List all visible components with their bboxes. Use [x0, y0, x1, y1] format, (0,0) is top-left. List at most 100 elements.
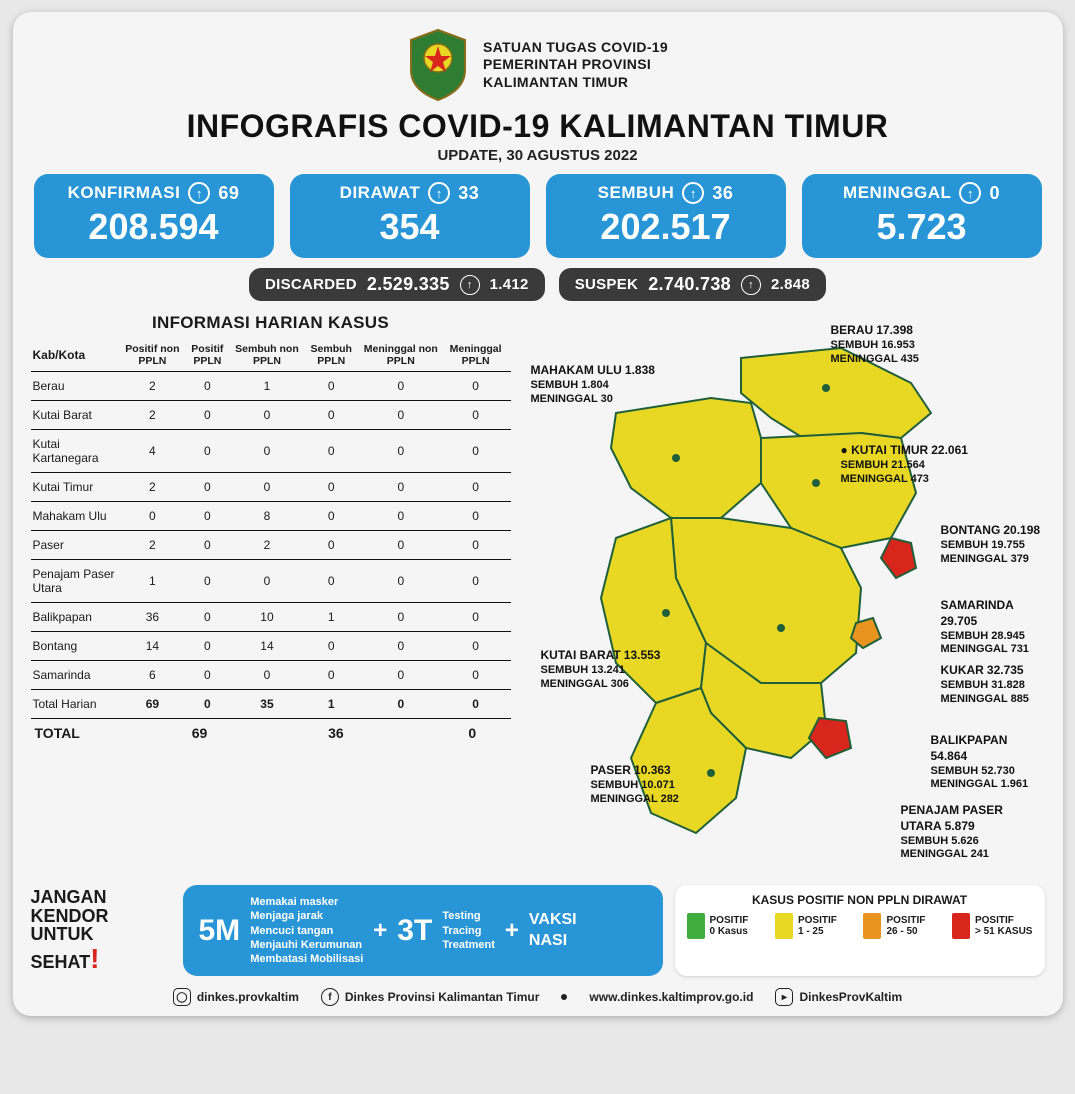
org-text: SATUAN TUGAS COVID-19 PEMERINTAH PROVINS…	[483, 39, 668, 92]
table-cell: Paser	[31, 531, 123, 560]
table-cell: 0	[302, 531, 361, 560]
five-m-list: Memakai maskerMenjaga jarakMencuci tanga…	[250, 895, 363, 966]
substat-delta: 1.412	[490, 276, 529, 293]
substat-card: SUSPEK 2.740.738 ↑ 2.848	[559, 268, 826, 301]
stat-label: MENINGGAL	[843, 183, 951, 203]
table-cell: 2	[232, 531, 301, 560]
table-cell: 0	[441, 603, 511, 632]
province-map: MAHAKAM ULU 1.838 SEMBUH 1.804 MENINGGAL…	[521, 313, 1045, 873]
facebook-icon: f	[321, 988, 339, 1006]
table-cell: Kutai Kartanegara	[31, 430, 123, 473]
instagram-icon: ◯	[173, 988, 191, 1006]
substat-label: DISCARDED	[265, 276, 357, 293]
slogan-line: KENDOR	[31, 907, 171, 926]
org-line: KALIMANTAN TIMUR	[483, 74, 668, 92]
table-cell: 2	[122, 401, 182, 430]
main-title: INFOGRAFIS COVID-19 KALIMANTAN TIMUR	[31, 108, 1045, 145]
substat-value: 2.740.738	[648, 274, 731, 295]
table-cell: 0	[302, 401, 361, 430]
table-cell: Mahakam Ulu	[31, 502, 123, 531]
vaksinasi-label: VAKSI NASI	[529, 910, 577, 952]
table-cell: 0	[232, 473, 301, 502]
table-cell: 0	[302, 632, 361, 661]
table-row: Samarinda600000	[31, 661, 511, 690]
protocol-card: 5M Memakai maskerMenjaga jarakMencuci ta…	[183, 885, 663, 976]
table-cell: 0	[361, 603, 441, 632]
table-cell: 0	[441, 372, 511, 401]
table-cell: Balikpapan	[31, 603, 123, 632]
table-row: Kutai Timur200000	[31, 473, 511, 502]
table-cell: 0	[182, 632, 232, 661]
table-cell: 0	[441, 401, 511, 430]
daily-table-wrap: INFORMASI HARIAN KASUS Kab/KotaPositif n…	[31, 313, 511, 741]
table-cell: 0	[182, 401, 232, 430]
table-row: Balikpapan36010100	[31, 603, 511, 632]
daily-cases-table: Kab/KotaPositif non PPLNPositif PPLNSemb…	[31, 339, 511, 719]
protocol-item: Tracing	[442, 924, 495, 938]
arrow-up-icon: ↑	[428, 182, 450, 204]
protocol-item: Memakai masker	[250, 895, 363, 909]
table-cell: 0	[302, 661, 361, 690]
map-region-label: PASER 10.363 SEMBUH 10.071 MENINGGAL 282	[591, 763, 679, 806]
separator-dot-icon	[561, 994, 567, 1000]
table-cell: 0	[441, 661, 511, 690]
table-cell: 0	[441, 473, 511, 502]
table-row: Berau201000	[31, 372, 511, 401]
map-region-label: ● KUTAI TIMUR 22.061 SEMBUH 21.564 MENIN…	[841, 443, 968, 486]
table-cell: 0	[182, 690, 232, 719]
table-cell: 69	[122, 690, 182, 719]
grand-total-row: TOTAL 69 36 0	[31, 719, 511, 741]
substat-label: SUSPEK	[575, 276, 639, 293]
table-cell: 0	[232, 661, 301, 690]
table-row: Mahakam Ulu008000	[31, 502, 511, 531]
stat-value: 202.517	[560, 206, 772, 248]
table-row: Paser202000	[31, 531, 511, 560]
stat-label: KONFIRMASI	[68, 183, 181, 203]
stat-delta: 0	[989, 183, 1000, 204]
table-cell: Berau	[31, 372, 123, 401]
youtube-icon: ▸	[775, 988, 793, 1006]
table-cell: 0	[182, 430, 232, 473]
three-t-label: 3T	[397, 914, 432, 948]
table-cell: 0	[361, 531, 441, 560]
table-cell: 0	[361, 502, 441, 531]
plus-icon: +	[505, 917, 519, 945]
table-cell: 1	[302, 690, 361, 719]
stat-cards-row: KONFIRMASI ↑ 69 208.594 DIRAWAT ↑ 33 354…	[31, 174, 1045, 258]
substat-card: DISCARDED 2.529.335 ↑ 1.412	[249, 268, 545, 301]
map-region-label: KUKAR 32.735 SEMBUH 31.828 MENINGGAL 885	[941, 663, 1029, 706]
legend-swatch-icon	[775, 913, 793, 939]
footer-instagram: ◯ dinkes.provkaltim	[173, 988, 299, 1006]
org-line: PEMERINTAH PROVINSI	[483, 56, 668, 74]
table-cell: 0	[232, 560, 301, 603]
table-total-row: Total Harian69035100	[31, 690, 511, 719]
table-cell: 0	[182, 473, 232, 502]
map-region-label: SAMARINDA 29.705 SEMBUH 28.945 MENINGGAL…	[941, 598, 1045, 657]
table-cell: Kutai Barat	[31, 401, 123, 430]
table-cell: 0	[302, 372, 361, 401]
exclamation-icon: !	[90, 943, 99, 974]
table-cell: 0	[182, 502, 232, 531]
grand-label: TOTAL	[35, 725, 102, 741]
update-date: UPDATE, 30 AGUSTUS 2022	[31, 147, 1045, 164]
stat-label: SEMBUH	[598, 183, 675, 203]
slogan-line: JANGAN	[31, 888, 171, 907]
table-cell: 0	[182, 661, 232, 690]
table-title: INFORMASI HARIAN KASUS	[31, 313, 511, 333]
table-cell: 0	[302, 473, 361, 502]
table-header: Positif PPLN	[182, 339, 232, 372]
legend-swatch-icon	[687, 913, 705, 939]
table-cell: 14	[122, 632, 182, 661]
table-cell: 10	[232, 603, 301, 632]
table-cell: 0	[302, 560, 361, 603]
table-cell: 0	[302, 430, 361, 473]
three-t-list: TestingTracingTreatment	[442, 909, 495, 952]
map-region-label: BALIKPAPAN 54.864 SEMBUH 52.730 MENINGGA…	[931, 733, 1045, 792]
legend-swatch-icon	[952, 913, 970, 939]
stat-card: DIRAWAT ↑ 33 354	[290, 174, 530, 258]
substat-delta: 2.848	[771, 276, 810, 293]
grand-value: 69	[161, 725, 237, 741]
arrow-up-icon: ↑	[188, 182, 210, 204]
stat-value: 354	[304, 206, 516, 248]
slogan-line: SEHAT!	[31, 944, 171, 973]
